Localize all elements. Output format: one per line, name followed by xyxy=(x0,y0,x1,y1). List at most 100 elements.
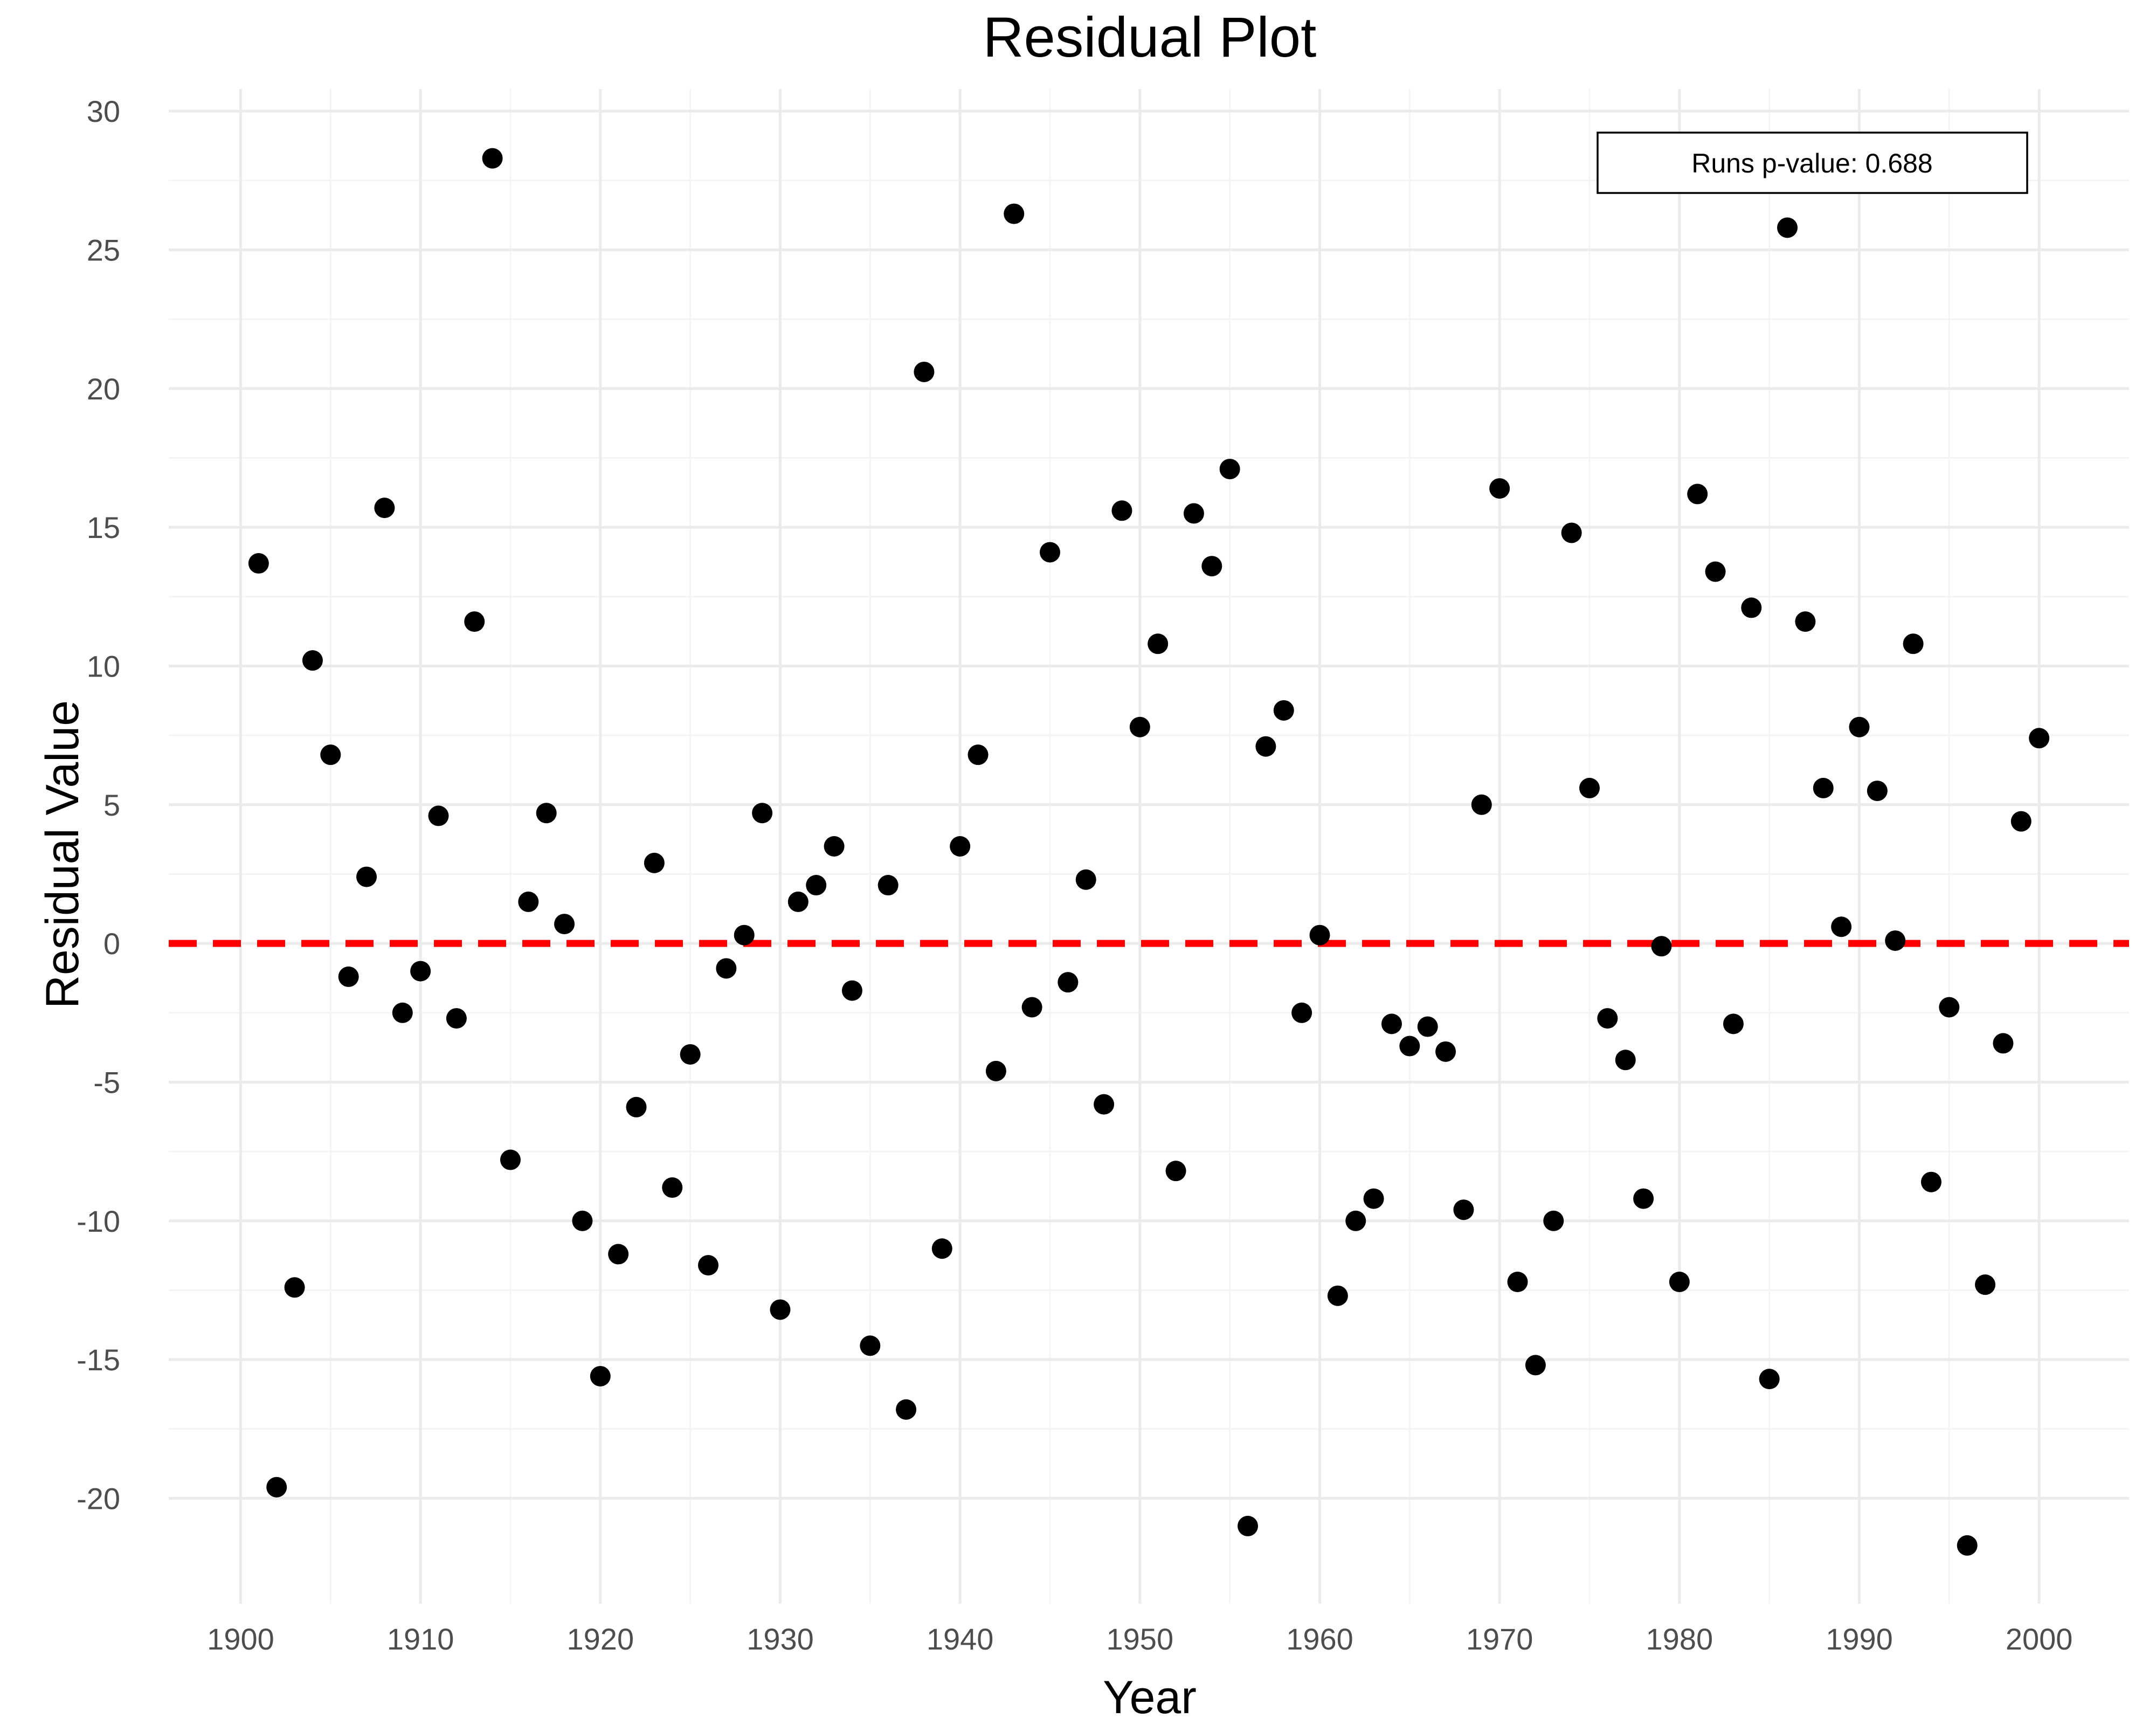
data-point xyxy=(860,1335,881,1356)
data-point xyxy=(1381,1013,1402,1034)
data-point xyxy=(1561,522,1582,543)
data-point xyxy=(1435,1041,1456,1062)
data-point xyxy=(1687,484,1708,505)
data-point xyxy=(356,866,377,887)
data-point xyxy=(1579,777,1600,798)
data-point xyxy=(1399,1036,1420,1057)
data-point xyxy=(1148,633,1169,654)
data-points xyxy=(248,148,2050,1556)
annotation-box xyxy=(1597,132,2028,194)
data-point xyxy=(1417,1016,1438,1037)
data-point xyxy=(1201,556,1222,577)
data-point xyxy=(626,1096,647,1117)
data-point xyxy=(824,836,845,857)
y-tick-label: 5 xyxy=(103,788,120,822)
data-point xyxy=(1669,1272,1690,1293)
y-tick-label: 10 xyxy=(87,649,120,683)
chart-title: Residual Plot xyxy=(983,6,1317,69)
x-tick-label: 1950 xyxy=(1107,1622,1174,1656)
data-point xyxy=(1273,700,1294,721)
x-tick-label: 1900 xyxy=(207,1622,274,1656)
data-point xyxy=(1111,500,1132,521)
grid-lines xyxy=(169,89,2129,1604)
data-point xyxy=(1165,1161,1186,1182)
data-point xyxy=(302,650,323,671)
y-tick-label: -10 xyxy=(77,1204,120,1238)
data-point xyxy=(518,891,539,912)
y-tick-label: 25 xyxy=(87,233,120,267)
data-point xyxy=(1345,1210,1366,1231)
data-point xyxy=(1885,930,1906,951)
data-point xyxy=(1183,503,1204,524)
data-point xyxy=(1920,1171,1941,1192)
data-point xyxy=(1507,1272,1528,1293)
y-tick-label: 20 xyxy=(87,372,120,406)
x-tick-label: 1930 xyxy=(747,1622,814,1656)
data-point xyxy=(770,1299,791,1320)
data-point xyxy=(1813,777,1834,798)
tick-labels: 1900 1910 1920 1930 1940 1950 1960 1970 1980 1990… xyxy=(77,94,2072,1656)
data-point xyxy=(1129,716,1150,737)
data-point xyxy=(968,744,989,765)
data-point xyxy=(608,1244,629,1265)
y-axis-title: Residual Value xyxy=(37,700,88,1009)
data-point xyxy=(1489,478,1510,499)
data-point xyxy=(841,980,862,1001)
x-tick-label: 1920 xyxy=(567,1622,634,1656)
data-point xyxy=(1543,1210,1564,1231)
data-point xyxy=(896,1399,917,1420)
data-point xyxy=(950,836,971,857)
data-point xyxy=(680,1044,701,1065)
data-point xyxy=(644,852,665,873)
data-point xyxy=(1039,542,1060,563)
data-point xyxy=(1867,781,1888,802)
data-point xyxy=(1238,1515,1259,1536)
data-point xyxy=(1021,997,1042,1018)
data-point xyxy=(877,875,899,896)
data-point xyxy=(410,961,431,982)
data-point xyxy=(1219,459,1240,480)
data-point xyxy=(931,1238,952,1259)
y-tick-label: 0 xyxy=(103,927,120,961)
x-tick-label: 1970 xyxy=(1466,1622,1533,1656)
data-point xyxy=(1939,997,1960,1018)
x-tick-label: 1960 xyxy=(1286,1622,1353,1656)
data-point xyxy=(338,966,359,987)
data-point xyxy=(284,1277,305,1298)
data-point xyxy=(1058,972,1079,993)
data-point xyxy=(1075,869,1096,890)
data-point xyxy=(985,1060,1006,1081)
data-point xyxy=(806,875,827,896)
y-tick-label: -15 xyxy=(77,1343,120,1377)
data-point xyxy=(1471,794,1492,815)
y-tick-label: 15 xyxy=(87,510,120,544)
data-point xyxy=(446,1008,467,1029)
y-tick-label: -5 xyxy=(93,1065,120,1099)
data-point xyxy=(1777,217,1798,238)
annotation-text: Runs p-value: 0.688 xyxy=(1691,148,1933,178)
data-point xyxy=(752,803,773,824)
data-point xyxy=(1759,1369,1780,1390)
x-tick-label: 1990 xyxy=(1826,1622,1893,1656)
data-point xyxy=(1651,936,1672,957)
data-point xyxy=(374,498,395,519)
data-point xyxy=(1255,736,1276,757)
data-point xyxy=(1453,1199,1474,1220)
data-point xyxy=(1633,1188,1654,1209)
data-point xyxy=(2029,728,2050,749)
data-point xyxy=(1831,916,1852,937)
data-point xyxy=(716,958,737,979)
data-point xyxy=(787,891,808,912)
y-tick-label: 30 xyxy=(87,94,120,128)
data-point xyxy=(1723,1013,1744,1034)
x-tick-label: 1910 xyxy=(387,1622,454,1656)
data-point xyxy=(536,803,557,824)
data-point xyxy=(554,914,575,935)
data-point xyxy=(1309,924,1330,946)
data-point xyxy=(1327,1285,1348,1306)
data-point xyxy=(1291,1002,1312,1023)
data-point xyxy=(1795,611,1816,632)
data-point xyxy=(482,148,503,169)
data-point xyxy=(266,1476,287,1498)
x-tick-label: 1940 xyxy=(927,1622,994,1656)
